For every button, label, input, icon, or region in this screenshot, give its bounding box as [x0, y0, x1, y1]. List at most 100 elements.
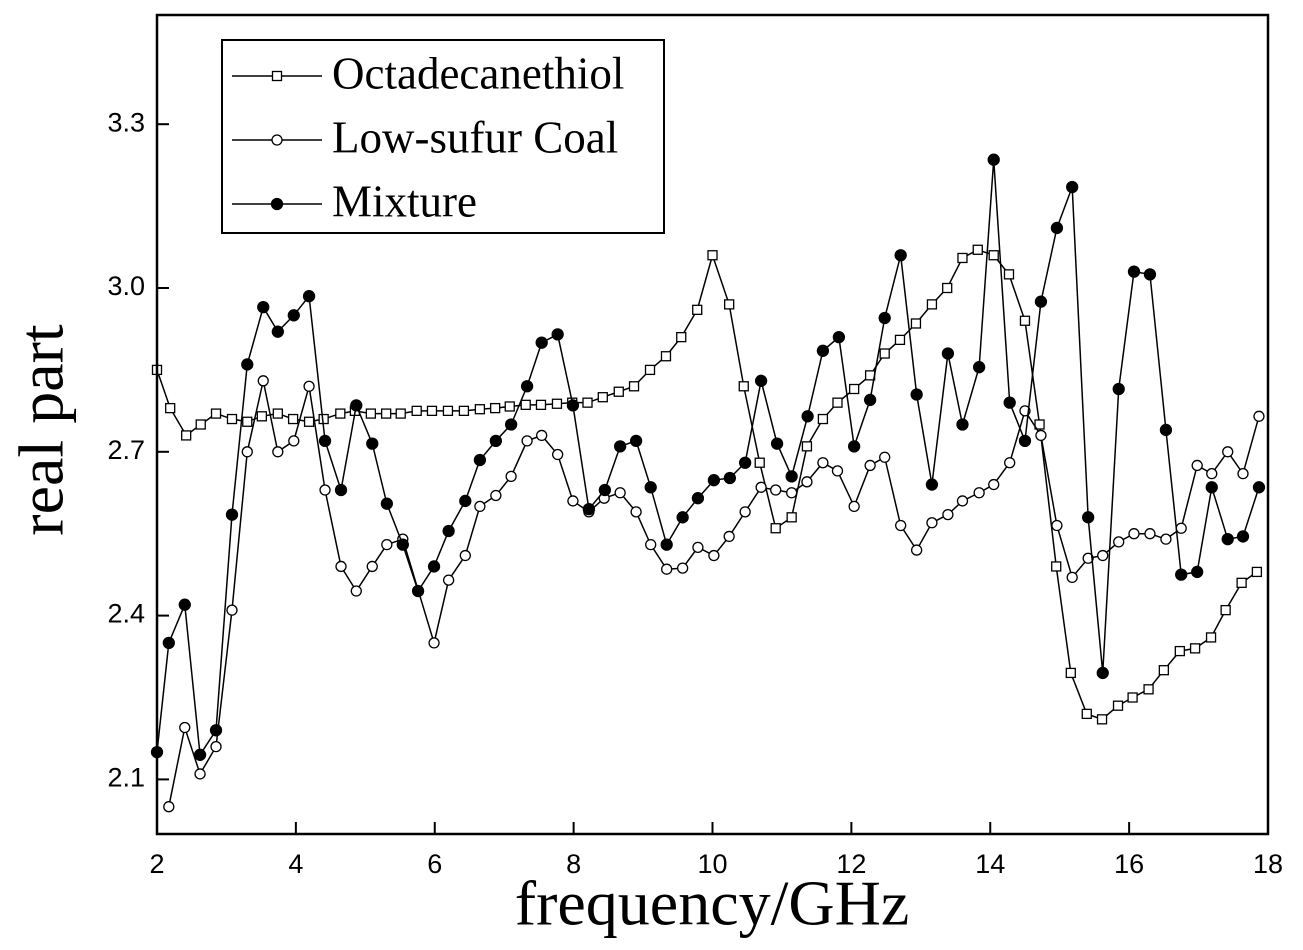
data-point — [925, 478, 939, 491]
data-point — [864, 459, 876, 472]
legend-label: Mixture — [332, 176, 477, 226]
data-point — [241, 446, 253, 458]
data-point — [1144, 528, 1156, 540]
data-point — [597, 392, 608, 403]
data-point — [1003, 269, 1015, 280]
data-point — [724, 299, 735, 310]
plot-frame — [155, 13, 1270, 836]
legend-label: Low-sufur Coal — [332, 112, 618, 162]
data-point — [504, 401, 515, 412]
data-point — [754, 457, 765, 468]
data-point — [894, 334, 906, 346]
data-point — [366, 437, 379, 450]
data-point — [1237, 467, 1249, 480]
data-point — [257, 300, 270, 314]
data-point — [473, 453, 487, 467]
data-point — [973, 487, 985, 499]
data-point — [536, 429, 548, 442]
data-point — [411, 405, 422, 417]
data-point — [1003, 396, 1016, 409]
x-tick-label: 18 — [1253, 849, 1283, 879]
data-point — [458, 405, 470, 417]
data-point — [1189, 643, 1201, 654]
data-point — [318, 434, 332, 448]
data-point — [271, 325, 284, 338]
data-point — [1113, 536, 1125, 548]
data-point — [738, 456, 752, 469]
data-point — [942, 508, 954, 521]
data-point — [165, 402, 176, 414]
legend-marker — [271, 134, 283, 146]
data-point — [910, 388, 923, 401]
data-point — [489, 434, 503, 448]
data-point — [987, 153, 1000, 166]
data-point — [366, 560, 378, 573]
data-point — [411, 584, 425, 598]
data-point — [226, 413, 238, 425]
data-point — [162, 636, 175, 650]
data-point — [442, 574, 455, 586]
data-point — [426, 405, 438, 417]
data-point — [1019, 315, 1031, 326]
data-point — [707, 474, 721, 487]
data-point — [225, 508, 239, 521]
data-point — [226, 604, 238, 616]
data-point — [1252, 481, 1266, 494]
data-point — [302, 290, 316, 303]
data-point — [644, 481, 657, 494]
data-point — [1051, 519, 1063, 532]
data-point — [582, 397, 593, 408]
y-axis-label: real part — [6, 324, 77, 536]
data-point — [1220, 604, 1231, 616]
data-point — [163, 801, 175, 813]
data-point — [272, 408, 283, 419]
data-point — [1251, 566, 1263, 578]
data-point — [676, 511, 689, 524]
data-point — [956, 418, 969, 431]
data-point — [1081, 708, 1092, 720]
data-point — [1127, 265, 1141, 278]
data-point — [786, 487, 798, 499]
data-point — [629, 434, 643, 448]
data-point — [474, 500, 486, 513]
data-point — [381, 538, 393, 551]
data-point — [272, 446, 284, 458]
data-point — [442, 405, 454, 417]
data-point — [863, 393, 877, 407]
data-point — [178, 598, 191, 611]
data-point — [832, 397, 843, 408]
y-tick-label: 2.7 — [107, 435, 145, 465]
data-point — [1112, 382, 1125, 396]
x-tick-label: 2 — [149, 849, 164, 879]
data-point — [1097, 549, 1109, 562]
data-point — [193, 748, 207, 761]
x-tick-label: 10 — [697, 849, 727, 879]
data-point — [910, 318, 922, 329]
data-point — [801, 441, 813, 452]
y-tick-label: 2.4 — [107, 599, 145, 629]
data-point — [832, 330, 846, 344]
data-point — [1143, 268, 1157, 281]
data-point — [598, 483, 612, 497]
data-point — [428, 637, 440, 649]
data-point — [210, 740, 222, 753]
series-line — [156, 248, 1258, 721]
x-tick-label: 8 — [566, 849, 581, 879]
data-point — [1066, 571, 1078, 584]
data-point — [849, 383, 860, 395]
data-point — [708, 549, 720, 562]
data-point — [738, 381, 749, 392]
data-point — [1175, 522, 1187, 534]
data-point — [988, 478, 1000, 491]
data-point — [879, 451, 891, 463]
data-point — [1175, 568, 1188, 581]
data-point — [754, 374, 768, 387]
data-point — [630, 506, 642, 518]
data-point — [474, 404, 486, 415]
data-point — [396, 538, 409, 551]
data-point — [1065, 667, 1076, 679]
data-point — [1205, 632, 1217, 643]
data-point — [442, 524, 455, 538]
data-point — [490, 489, 502, 502]
data-point — [303, 416, 315, 427]
